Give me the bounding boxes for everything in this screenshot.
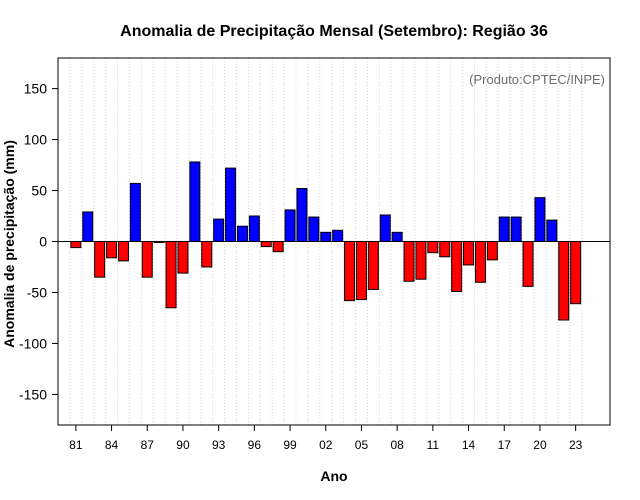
- chart-title: Anomalia de Precipitação Mensal (Setembr…: [120, 23, 548, 40]
- y-tick-label: 100: [24, 132, 48, 148]
- x-tick-label: 08: [390, 438, 404, 452]
- bar-1987: [141, 241, 153, 278]
- y-axis-title: Anomalia de precipitação (mm): [1, 140, 17, 348]
- bar-1984: [106, 241, 118, 259]
- bar-2013: [451, 241, 463, 292]
- bar-2019: [522, 241, 534, 287]
- x-tick-label: 11: [427, 438, 440, 452]
- bar-1986: [129, 182, 141, 242]
- bar-2010: [415, 241, 427, 280]
- y-tick-label: 50: [31, 183, 47, 199]
- x-tick-label: 23: [569, 438, 583, 452]
- y-axis: -150 -100 -50 0 50 100 150: [19, 81, 58, 402]
- bar-1996: [248, 215, 260, 242]
- x-tick-label: 96: [248, 438, 262, 452]
- bar-2015: [474, 241, 486, 283]
- x-tick-label: 17: [498, 438, 512, 452]
- x-tick-label: 90: [176, 438, 190, 452]
- bar-2001: [308, 216, 320, 243]
- x-axis-title: Ano: [320, 468, 347, 484]
- bar-2020: [534, 197, 546, 243]
- bar-1985: [117, 241, 129, 262]
- bar-1983: [94, 241, 106, 278]
- bar-2012: [439, 241, 451, 258]
- source-annotation: (Produto:CPTEC/INPE): [469, 72, 605, 87]
- x-tick-label: 20: [533, 438, 547, 452]
- bar-2016: [486, 241, 498, 261]
- bar-1995: [236, 225, 248, 242]
- y-tick-label: -100: [19, 335, 47, 351]
- bar-2009: [403, 241, 415, 282]
- bar-2023: [570, 241, 582, 305]
- bar-1999: [284, 209, 296, 242]
- bar-1998: [272, 241, 284, 253]
- bars-group: [70, 161, 582, 321]
- x-tick-label: 84: [105, 438, 119, 452]
- bar-1989: [165, 241, 177, 309]
- bar-2006: [367, 241, 379, 290]
- bar-1990: [177, 241, 189, 274]
- bar-2017: [498, 216, 510, 243]
- y-tick-label: -50: [27, 284, 47, 300]
- bar-2002: [320, 231, 332, 242]
- bar-2007: [379, 214, 391, 243]
- bar-1992: [201, 241, 213, 268]
- bar-2004: [344, 241, 356, 302]
- x-tick-label: 02: [319, 438, 333, 452]
- y-tick-label: 0: [39, 234, 47, 250]
- bar-2003: [332, 229, 344, 243]
- bar-1991: [189, 161, 201, 243]
- bar-2022: [558, 241, 570, 321]
- bar-2021: [546, 219, 558, 242]
- x-tick-label: 05: [355, 438, 369, 452]
- bar-2000: [296, 187, 308, 243]
- bar-2011: [427, 241, 439, 254]
- x-axis: 81 84 87 90 93 96 99 02 05 08 11 14 17 20 23: [69, 425, 583, 452]
- bar-2005: [355, 241, 367, 301]
- bar-2014: [463, 241, 475, 266]
- y-tick-label: 150: [24, 81, 48, 97]
- bar-1993: [213, 218, 225, 242]
- bar-2008: [391, 231, 403, 242]
- bar-1981: [70, 241, 82, 249]
- bar-1988: [153, 241, 165, 244]
- bar-2018: [510, 216, 522, 243]
- x-tick-label: 93: [212, 438, 226, 452]
- bar-1982: [82, 211, 94, 242]
- x-tick-label: 99: [283, 438, 297, 452]
- x-tick-label: 14: [462, 438, 476, 452]
- bar-1997: [260, 241, 272, 248]
- y-tick-label: -150: [19, 386, 47, 402]
- x-tick-label: 81: [69, 438, 83, 452]
- bar-1994: [225, 167, 237, 243]
- x-tick-label: 87: [141, 438, 155, 452]
